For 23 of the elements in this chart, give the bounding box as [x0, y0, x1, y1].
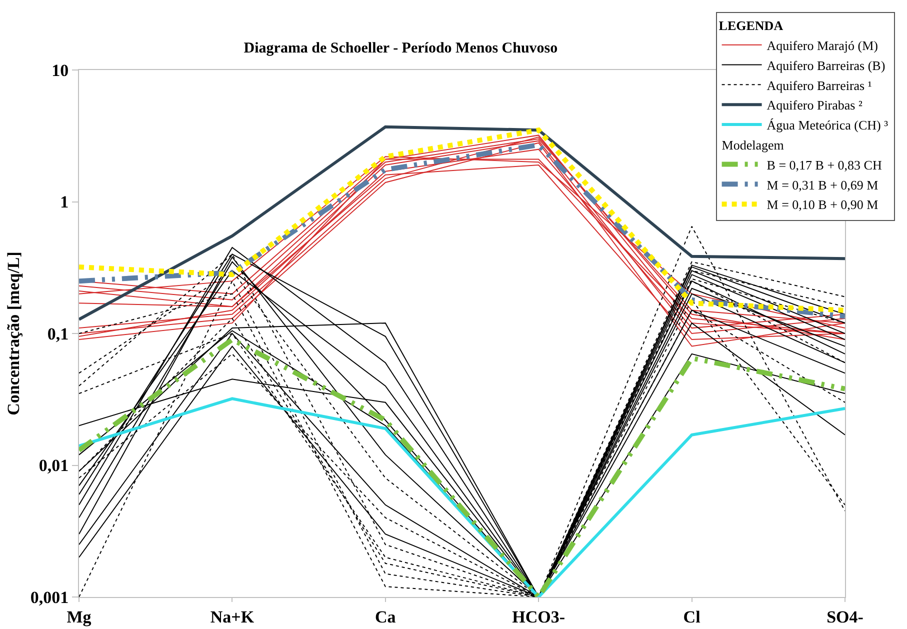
x-tick-label: Na+K	[210, 607, 255, 626]
x-tick-label: Mg	[66, 607, 92, 626]
legend-label: M = 0,31 B + 0,69 M	[766, 177, 879, 192]
legend-label: Água Meteórica (CH) ³	[766, 118, 888, 133]
y-tick-label: 0,01	[38, 456, 69, 476]
legend-label: Aquifero Barreiras ¹	[766, 78, 872, 93]
x-tick-label: SO4-	[826, 607, 864, 626]
x-tick-label: HCO3-	[512, 607, 566, 626]
legend-label: M = 0,10 B + 0,90 M	[766, 197, 879, 212]
chart-title: Diagrama de Schoeller - Período Menos Chuvoso	[244, 40, 558, 56]
y-tick-label: 10	[52, 60, 69, 80]
y-tick-label: 0,1	[47, 324, 69, 344]
legend-label: Aquifero Barreiras (B)	[766, 58, 886, 73]
legend-title: LEGENDA	[718, 18, 784, 33]
y-tick-label: 0,001	[30, 588, 69, 607]
x-tick-label: Ca	[375, 607, 396, 626]
legend-label: Aquifero Pirabas ²	[766, 98, 862, 113]
legend-label: B = 0,17 B + 0,83 CH	[766, 157, 882, 172]
annotation: Modelagem	[722, 137, 784, 152]
y-tick-label: 1	[60, 192, 69, 212]
legend-label: Aquifero Marajó (M)	[766, 38, 878, 53]
y-axis-title: Concentração [meq/L]	[4, 252, 23, 416]
x-tick-label: Cl	[683, 607, 701, 626]
